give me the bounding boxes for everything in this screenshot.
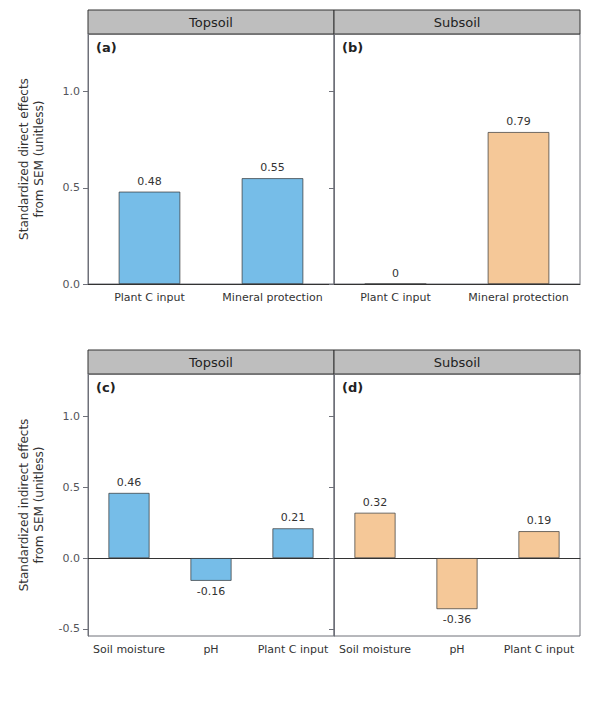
svg-text:0.19: 0.19	[527, 514, 552, 527]
svg-text:(a): (a)	[96, 40, 117, 55]
svg-text:Plant C input: Plant C input	[504, 643, 575, 656]
svg-text:-0.36: -0.36	[443, 613, 471, 626]
svg-text:Subsoil: Subsoil	[434, 355, 481, 370]
svg-text:0: 0	[392, 267, 399, 280]
svg-text:Soil moisture: Soil moisture	[93, 643, 165, 656]
svg-text:Mineral protection: Mineral protection	[468, 291, 568, 304]
svg-text:0.55: 0.55	[260, 161, 285, 174]
svg-text:pH: pH	[203, 643, 218, 656]
svg-text:Standardized direct effects: Standardized direct effects	[17, 78, 31, 240]
svg-text:0.21: 0.21	[281, 511, 306, 524]
svg-text:0.46: 0.46	[117, 476, 142, 489]
svg-text:0.32: 0.32	[363, 496, 388, 509]
svg-text:from SEM (unitless): from SEM (unitless)	[32, 447, 46, 564]
svg-text:Subsoil: Subsoil	[434, 15, 481, 30]
svg-text:0.5: 0.5	[63, 481, 81, 494]
svg-text:Soil moisture: Soil moisture	[339, 643, 411, 656]
svg-text:0.48: 0.48	[137, 175, 162, 188]
svg-text:Topsoil: Topsoil	[188, 15, 233, 30]
svg-text:from SEM (unitless): from SEM (unitless)	[32, 101, 46, 218]
svg-text:Plant C input: Plant C input	[258, 643, 329, 656]
svg-text:Plant C input: Plant C input	[360, 291, 431, 304]
svg-text:(d): (d)	[342, 380, 363, 395]
svg-text:0.0: 0.0	[63, 552, 81, 565]
svg-text:(c): (c)	[96, 380, 116, 395]
svg-text:Mineral protection: Mineral protection	[222, 291, 322, 304]
svg-text:0.0: 0.0	[63, 278, 81, 291]
svg-text:-0.5: -0.5	[59, 622, 80, 635]
svg-text:Standardized indirect effects: Standardized indirect effects	[17, 419, 31, 592]
svg-text:0.79: 0.79	[506, 115, 531, 128]
svg-text:pH: pH	[449, 643, 464, 656]
svg-text:-0.16: -0.16	[197, 585, 225, 598]
svg-text:(b): (b)	[342, 40, 363, 55]
svg-text:Plant C input: Plant C input	[114, 291, 185, 304]
svg-text:1.0: 1.0	[63, 410, 81, 423]
svg-text:0.5: 0.5	[63, 181, 81, 194]
svg-text:Topsoil: Topsoil	[188, 355, 233, 370]
svg-text:1.0: 1.0	[63, 85, 81, 98]
